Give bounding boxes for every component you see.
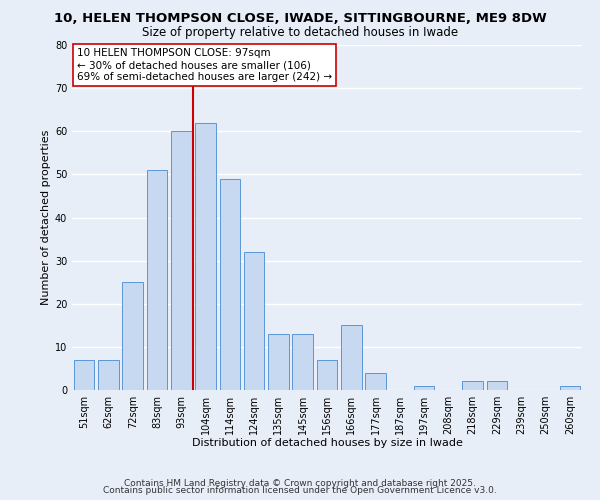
Bar (122, 282, 143, 390)
Bar (317, 360, 337, 390)
Text: Contains HM Land Registry data © Crown copyright and database right 2025.: Contains HM Land Registry data © Crown c… (124, 478, 476, 488)
Bar (341, 326, 362, 390)
Bar (487, 382, 508, 390)
Bar (146, 170, 167, 390)
Bar (268, 334, 289, 390)
Text: Contains public sector information licensed under the Open Government Licence v3: Contains public sector information licen… (103, 486, 497, 495)
Bar (220, 178, 240, 390)
Bar (365, 373, 386, 390)
Bar (195, 122, 216, 390)
Bar (74, 360, 94, 390)
Bar (98, 360, 119, 390)
Text: Size of property relative to detached houses in Iwade: Size of property relative to detached ho… (142, 26, 458, 39)
X-axis label: Distribution of detached houses by size in Iwade: Distribution of detached houses by size … (191, 438, 463, 448)
Y-axis label: Number of detached properties: Number of detached properties (41, 130, 50, 305)
Bar (560, 386, 580, 390)
Bar (463, 382, 483, 390)
Bar (292, 334, 313, 390)
Bar (244, 252, 265, 390)
Text: 10 HELEN THOMPSON CLOSE: 97sqm
← 30% of detached houses are smaller (106)
69% of: 10 HELEN THOMPSON CLOSE: 97sqm ← 30% of … (77, 48, 332, 82)
Text: 10, HELEN THOMPSON CLOSE, IWADE, SITTINGBOURNE, ME9 8DW: 10, HELEN THOMPSON CLOSE, IWADE, SITTING… (53, 12, 547, 26)
Bar (414, 386, 434, 390)
Bar (171, 131, 191, 390)
